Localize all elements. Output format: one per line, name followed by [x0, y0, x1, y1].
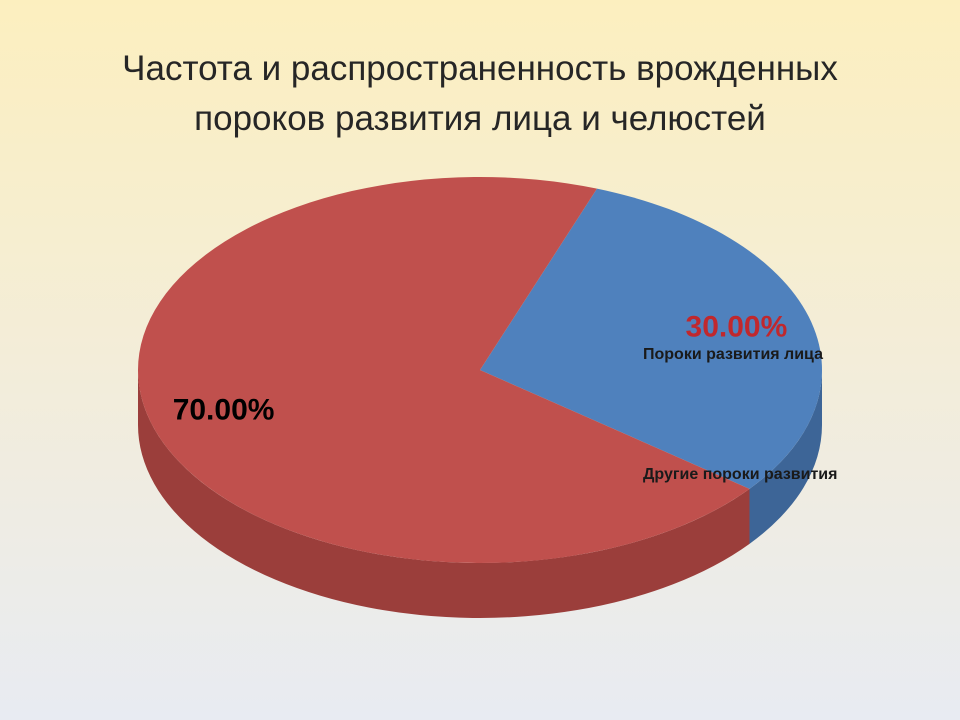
slice-side	[749, 370, 822, 544]
value-label: 70.00%	[173, 393, 275, 426]
legend-label: Пороки развития лица	[643, 346, 823, 363]
slice	[138, 177, 750, 564]
slice-side	[138, 370, 750, 618]
slice	[480, 188, 822, 489]
legend-label: Другие пороки развития	[643, 466, 837, 483]
chart-title: Частота и распространенность врожденных …	[122, 49, 838, 138]
value-label: 30.00%	[686, 310, 788, 343]
